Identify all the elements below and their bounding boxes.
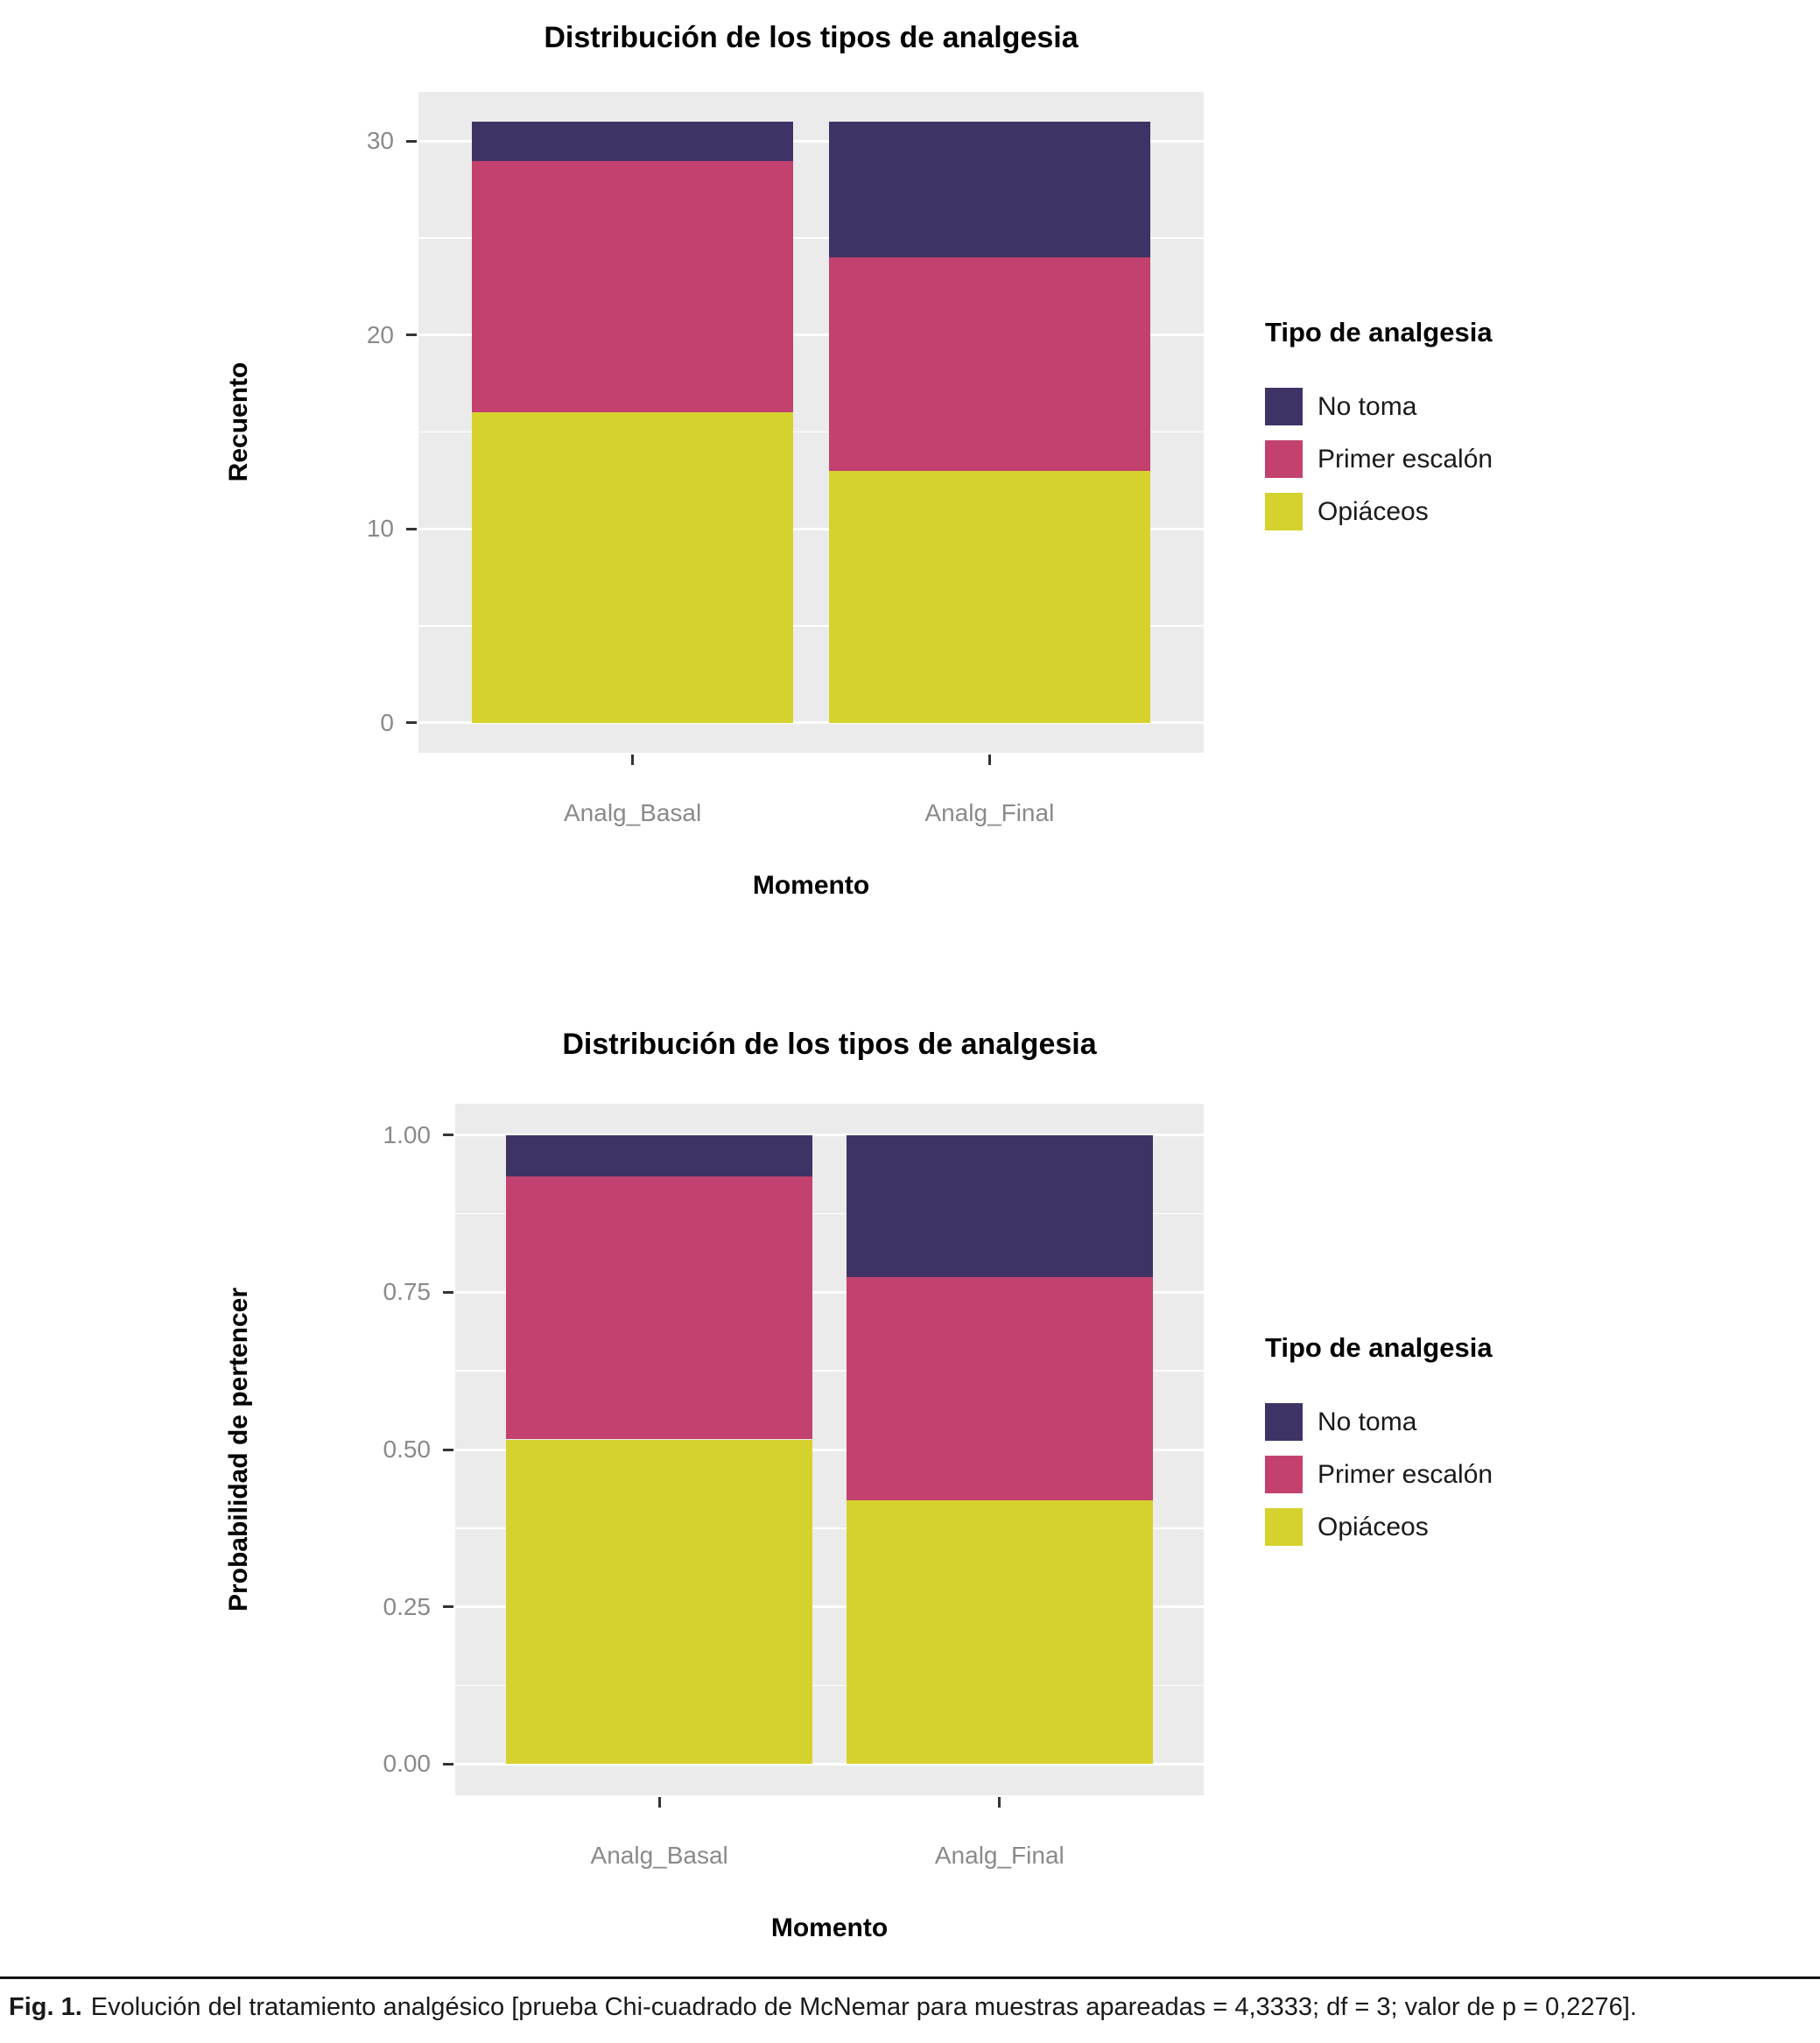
legend-item-label: No toma bbox=[1318, 1407, 1417, 1436]
y-tick-label: 0 bbox=[380, 708, 394, 736]
chart1-y-axis-title: Recuento bbox=[224, 362, 253, 482]
legend-item: Primer escalón bbox=[1265, 1456, 1493, 1493]
y-axis-tick bbox=[443, 1290, 453, 1294]
caption-divider bbox=[0, 1976, 1820, 1979]
chart2-y-axis-title: Probabilidad de pertencer bbox=[224, 1287, 253, 1612]
x-tick-label: Analg_Final bbox=[924, 799, 1055, 826]
legend-item: Opiáceos bbox=[1265, 1508, 1493, 1546]
x-axis-tick bbox=[998, 1797, 1001, 1808]
legend-swatch-icon bbox=[1265, 493, 1303, 530]
y-tick-label: 0.50 bbox=[383, 1436, 432, 1463]
chart2-x-axis-title: Momento bbox=[770, 1913, 889, 1942]
gridline-minor bbox=[418, 431, 1204, 433]
chart1-x-axis-title: Momento bbox=[752, 871, 870, 900]
bar-segment bbox=[506, 1176, 813, 1440]
gridline-major bbox=[455, 1762, 1204, 1766]
bar-segment bbox=[846, 1500, 1153, 1765]
gridline-major bbox=[455, 1290, 1204, 1294]
y-tick-label: 0.25 bbox=[383, 1592, 432, 1620]
figure-caption: Fig. 1. Evolución del tratamiento analgés… bbox=[9, 1990, 1813, 2025]
x-tick-label: Analg_Final bbox=[934, 1842, 1065, 1869]
bar-segment bbox=[472, 412, 794, 723]
gridline-minor bbox=[455, 1527, 1204, 1529]
gridline-major bbox=[455, 1448, 1204, 1451]
legend-swatch-icon bbox=[1265, 1456, 1303, 1493]
legend-item-label: Primer escalón bbox=[1318, 1459, 1493, 1489]
bar-segment bbox=[846, 1134, 1153, 1278]
y-axis-tick bbox=[443, 1134, 453, 1137]
chart1-plot-panel bbox=[418, 92, 1204, 753]
chart2-legend-title: Tipo de analgesia bbox=[1265, 1332, 1493, 1363]
gridline-major bbox=[418, 333, 1204, 337]
caption-label: Fig. 1. bbox=[9, 1993, 82, 2021]
bar-segment bbox=[506, 1439, 813, 1765]
x-axis-tick bbox=[657, 1797, 661, 1808]
bar-segment bbox=[828, 470, 1150, 723]
chart1-legend-title: Tipo de analgesia bbox=[1265, 317, 1493, 348]
gridline-major bbox=[455, 1605, 1204, 1609]
y-axis-tick bbox=[406, 333, 417, 337]
legend-item: No toma bbox=[1265, 1403, 1493, 1441]
y-axis-tick bbox=[406, 527, 417, 530]
caption-text: Evolución del tratamiento analgésico [pr… bbox=[90, 1993, 1637, 2021]
y-axis-tick bbox=[443, 1762, 453, 1766]
y-tick-label: 1.00 bbox=[383, 1120, 432, 1148]
y-tick-label: 20 bbox=[366, 320, 394, 348]
bar-segment bbox=[846, 1277, 1153, 1501]
legend-swatch-icon bbox=[1265, 388, 1303, 425]
legend-item: No toma bbox=[1265, 388, 1493, 425]
gridline-major bbox=[418, 527, 1204, 530]
y-axis-tick bbox=[443, 1605, 453, 1609]
legend-item-label: Opiáceos bbox=[1318, 496, 1429, 526]
gridline-major bbox=[418, 721, 1204, 725]
chart2-plot-panel bbox=[455, 1104, 1204, 1795]
legend-item: Opiáceos bbox=[1265, 493, 1493, 530]
legend-swatch-icon bbox=[1265, 440, 1303, 478]
bar-segment bbox=[828, 257, 1150, 471]
gridline-minor bbox=[455, 1212, 1204, 1215]
gridline-minor bbox=[418, 237, 1204, 239]
y-tick-label: 10 bbox=[366, 515, 394, 543]
y-tick-label: 30 bbox=[366, 127, 394, 155]
legend-swatch-icon bbox=[1265, 1403, 1303, 1441]
legend-item: Primer escalón bbox=[1265, 440, 1493, 478]
legend-swatch-icon bbox=[1265, 1508, 1303, 1546]
gridline-minor bbox=[455, 1370, 1204, 1372]
chart1-legend: No toma Primer escalón Opiáceos bbox=[1265, 388, 1493, 530]
y-tick-label: 0.00 bbox=[383, 1750, 432, 1778]
gridline-minor bbox=[418, 625, 1204, 627]
gridline-minor bbox=[455, 1684, 1204, 1687]
gridline-major bbox=[418, 139, 1204, 143]
bar-segment bbox=[828, 122, 1150, 258]
chart2-title: Distribución de los tipos de analgesia bbox=[562, 1028, 1097, 1061]
y-tick-label: 0.75 bbox=[383, 1278, 432, 1306]
x-tick-label: Analg_Basal bbox=[564, 799, 702, 826]
x-axis-tick bbox=[987, 755, 991, 765]
gridline-major bbox=[455, 1134, 1204, 1137]
bar-segment bbox=[506, 1134, 813, 1176]
legend-item-label: Opiáceos bbox=[1318, 1512, 1429, 1541]
chart1-title: Distribución de los tipos de analgesia bbox=[544, 21, 1079, 54]
y-axis-tick bbox=[406, 139, 417, 143]
legend-item-label: Primer escalón bbox=[1318, 444, 1493, 474]
legend-item-label: No toma bbox=[1318, 391, 1417, 421]
bar-segment bbox=[472, 160, 794, 413]
x-axis-tick bbox=[631, 755, 635, 765]
chart2-legend: No toma Primer escalón Opiáceos bbox=[1265, 1403, 1493, 1546]
y-axis-tick bbox=[406, 721, 417, 725]
y-axis-tick bbox=[443, 1448, 453, 1451]
x-tick-label: Analg_Basal bbox=[590, 1842, 728, 1869]
bar-segment bbox=[472, 122, 794, 161]
